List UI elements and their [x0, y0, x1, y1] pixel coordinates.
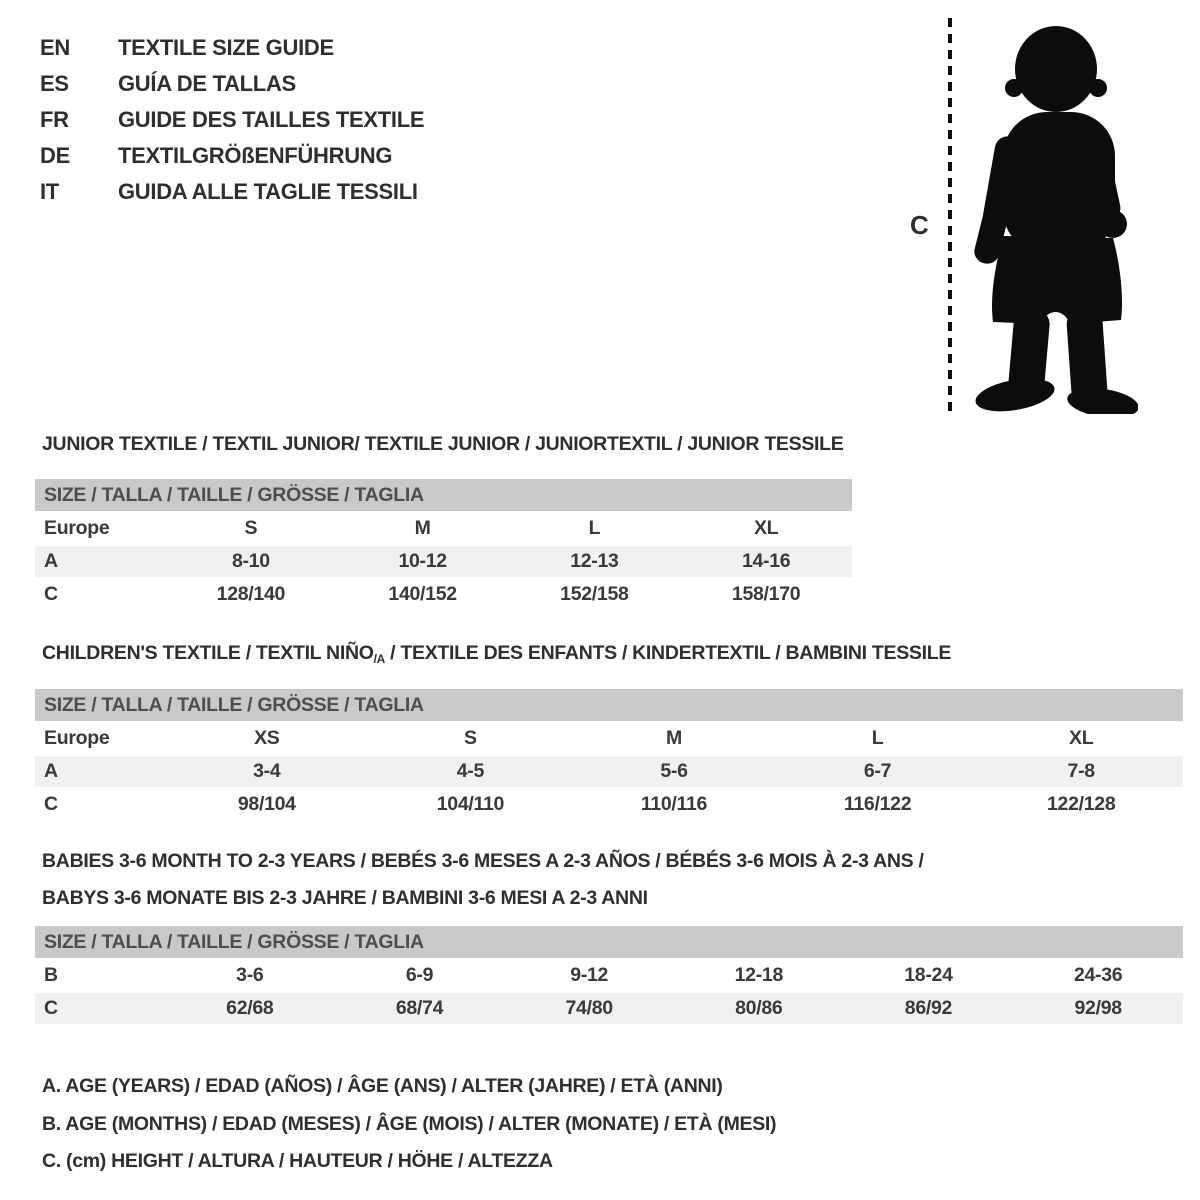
- table-cell: 116/122: [843, 793, 912, 815]
- language-title: GUÍA DE TALLAS: [118, 71, 296, 96]
- table-cell: 110/116: [640, 793, 708, 815]
- table-cell: 6-7: [775, 756, 980, 787]
- table-cell: 9-12: [570, 964, 609, 986]
- height-measure-label: C: [910, 210, 929, 240]
- row-label: B: [44, 964, 58, 986]
- babies-heading-line1: BABIES 3-6 MONTH TO 2-3 YEARS / BEBÉS 3-…: [42, 850, 924, 872]
- children-heading-subscript: /A: [373, 652, 386, 666]
- legend: A. AGE (YEARS) / EDAD (AÑOS) / ÂGE (ANS)…: [42, 1068, 777, 1181]
- legend-line-a: A. AGE (YEARS) / EDAD (AÑOS) / ÂGE (ANS)…: [42, 1075, 723, 1097]
- table-cell: 14-16: [680, 546, 852, 577]
- table-cell: 4-5: [368, 756, 573, 787]
- table-cell: 122/128: [1046, 793, 1116, 815]
- table-cell: XS: [254, 727, 280, 749]
- language-row-de: DE TEXTILGRÖßENFÜHRUNG: [40, 138, 424, 174]
- row-label: C: [35, 993, 165, 1024]
- table-cell: 140/152: [388, 583, 457, 605]
- table-cell: 98/104: [237, 793, 296, 815]
- babies-size-header-bar: SIZE / TALLA / TAILLE / GRÖSSE / TAGLIA: [35, 926, 1183, 958]
- babies-heading-line2: BABYS 3-6 MONATE BIS 2-3 JAHRE / BAMBINI…: [42, 887, 648, 909]
- table-cell: L: [871, 727, 884, 749]
- language-code: DE: [40, 143, 70, 168]
- junior-size-table: Europe S M L XL A 8-10 10-12 12-13 14-16…: [35, 511, 852, 612]
- children-size-header-bar: SIZE / TALLA / TAILLE / GRÖSSE / TAGLIA: [35, 689, 1183, 721]
- table-cell: 80/86: [673, 993, 844, 1024]
- language-code: FR: [40, 107, 69, 132]
- table-cell: 24-36: [1073, 964, 1123, 986]
- height-measure-dashed-line: [948, 18, 952, 415]
- table-cell: S: [464, 727, 477, 749]
- table-cell: 92/98: [1013, 993, 1183, 1024]
- table-cell: 74/80: [504, 993, 674, 1024]
- table-cell: 6-9: [405, 964, 434, 986]
- language-title: GUIDA ALLE TAGLIE TESSILI: [118, 179, 418, 204]
- language-row-fr: FR GUIDE DES TAILLES TEXTILE: [40, 102, 425, 138]
- row-label: Europe: [44, 517, 110, 539]
- table-cell: 10-12: [336, 546, 509, 577]
- table-cell: M: [414, 517, 431, 539]
- row-label: A: [35, 546, 165, 577]
- table-row: C 62/68 68/74 74/80 80/86 86/92 92/98: [35, 993, 1183, 1024]
- table-cell: 12-18: [734, 964, 784, 986]
- language-row-en: EN TEXTILE SIZE GUIDE: [40, 30, 424, 66]
- table-cell: 152/158: [560, 583, 629, 605]
- table-row: Europe XS S M L XL: [35, 723, 1183, 754]
- row-label: A: [35, 756, 165, 787]
- table-cell: 5-6: [572, 756, 776, 787]
- language-row-es: ES GUÍA DE TALLAS: [40, 66, 424, 102]
- language-row-it: IT GUIDA ALLE TAGLIE TESSILI: [40, 174, 424, 210]
- table-cell: 7-8: [979, 756, 1183, 787]
- children-heading-main: CHILDREN'S TEXTILE / TEXTIL NIÑO: [42, 642, 374, 664]
- table-cell: S: [244, 517, 258, 539]
- table-row: C 98/104 104/110 110/116 116/122 122/128: [35, 789, 1183, 820]
- language-title: TEXTILE SIZE GUIDE: [118, 35, 334, 60]
- silhouette-shorts: [992, 236, 1123, 324]
- children-section-heading: CHILDREN'S TEXTILE / TEXTIL NIÑO/A / TEX…: [42, 642, 951, 666]
- language-list: EN TEXTILE SIZE GUIDE ES GUÍA DE TALLAS …: [40, 30, 425, 210]
- table-cell: 158/170: [731, 583, 801, 605]
- table-cell: 86/92: [843, 993, 1014, 1024]
- children-size-table: Europe XS S M L XL A 3-4 4-5 5-6 6-7 7-8…: [35, 721, 1183, 822]
- junior-section-heading: JUNIOR TEXTILE / TEXTIL JUNIOR/ TEXTILE …: [42, 433, 844, 455]
- table-row: C 128/140 140/152 152/158 158/170: [35, 579, 852, 610]
- table-cell: XL: [753, 517, 779, 539]
- table-row: Europe S M L XL: [35, 513, 852, 544]
- row-label: C: [44, 793, 58, 815]
- table-cell: 18-24: [904, 964, 953, 986]
- table-row: A 3-4 4-5 5-6 6-7 7-8: [35, 756, 1183, 787]
- babies-size-table: B 3-6 6-9 9-12 12-18 18-24 24-36 C 62/68…: [35, 958, 1183, 1026]
- table-row: B 3-6 6-9 9-12 12-18 18-24 24-36: [35, 960, 1183, 991]
- legend-line-b: B. AGE (MONTHS) / EDAD (MESES) / ÂGE (MO…: [42, 1112, 777, 1135]
- junior-size-header-bar: SIZE / TALLA / TAILLE / GRÖSSE / TAGLIA: [35, 479, 852, 511]
- table-cell: L: [588, 517, 601, 539]
- language-code: ES: [40, 71, 69, 96]
- table-cell: 68/74: [334, 993, 505, 1024]
- row-label: C: [44, 583, 58, 605]
- children-heading-rest: / TEXTILE DES ENFANTS / KINDERTEXTIL / B…: [385, 642, 952, 664]
- table-cell: M: [666, 727, 682, 749]
- table-cell: 3-6: [236, 964, 264, 986]
- table-cell: 128/140: [216, 583, 286, 605]
- table-row: A 8-10 10-12 12-13 14-16: [35, 546, 852, 577]
- language-code: IT: [40, 179, 59, 204]
- babies-section-heading: BABIES 3-6 MONTH TO 2-3 YEARS / BEBÉS 3-…: [42, 843, 924, 917]
- table-cell: XL: [1069, 727, 1094, 749]
- language-title: TEXTILGRÖßENFÜHRUNG: [118, 143, 393, 168]
- row-label: Europe: [44, 727, 110, 749]
- silhouette-head: [1015, 26, 1097, 112]
- table-cell: 8-10: [165, 546, 337, 577]
- language-code: EN: [40, 35, 70, 60]
- table-cell: 62/68: [165, 993, 335, 1024]
- legend-line-c: C. (cm) HEIGHT / ALTURA / HAUTEUR / HÖHE…: [42, 1150, 553, 1172]
- table-cell: 12-13: [508, 546, 681, 577]
- language-title: GUIDE DES TAILLES TEXTILE: [118, 107, 425, 132]
- table-cell: 3-4: [165, 756, 369, 787]
- table-cell: 104/110: [436, 793, 505, 815]
- baby-silhouette: [974, 26, 1138, 414]
